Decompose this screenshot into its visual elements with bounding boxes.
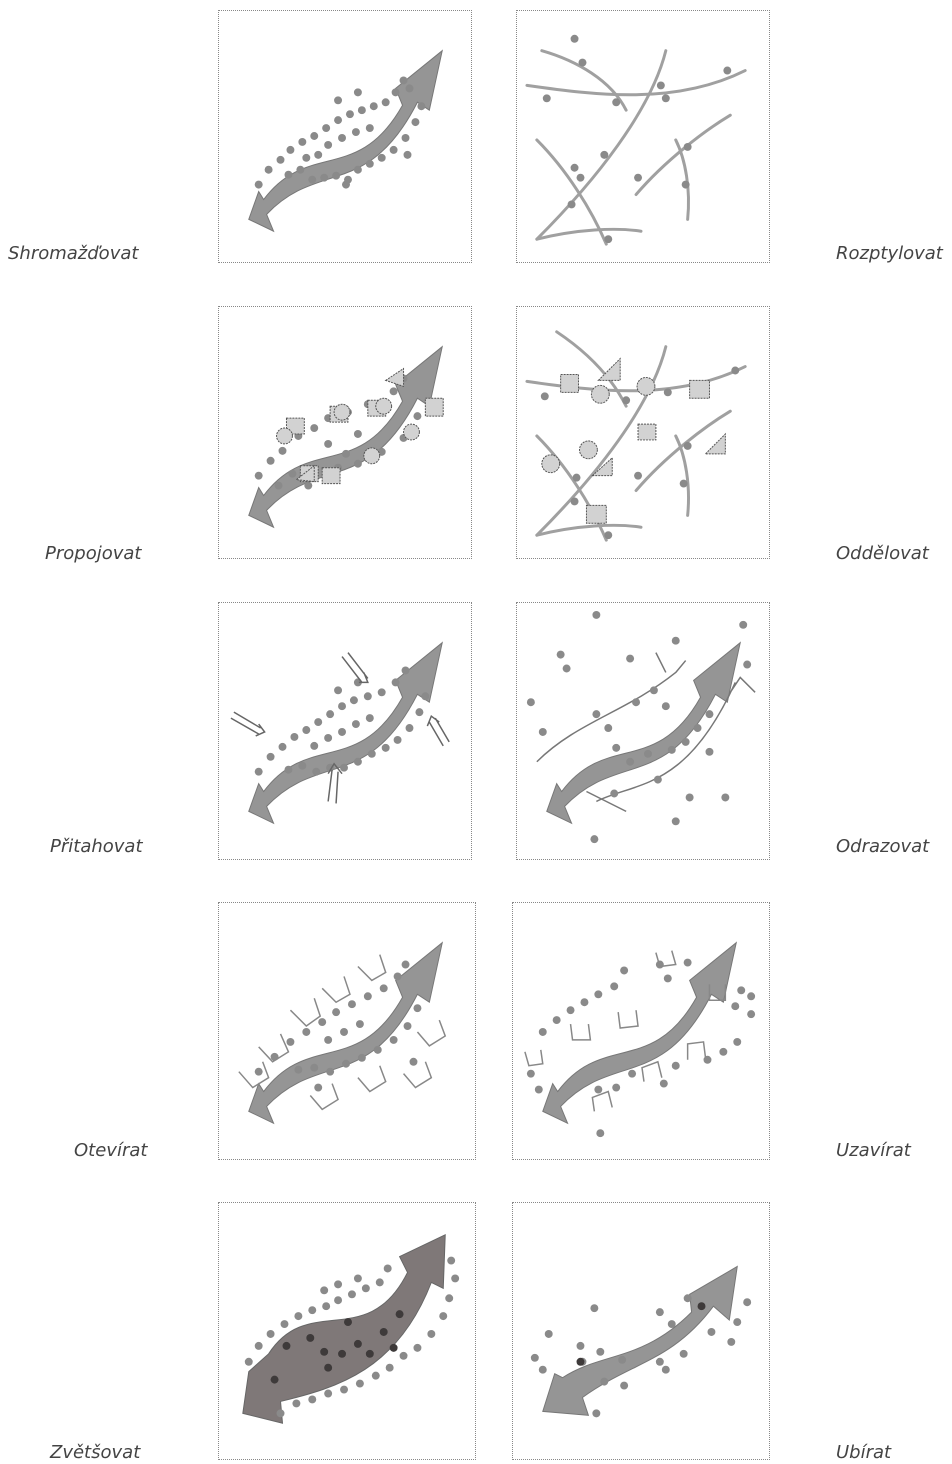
panel-open <box>218 902 476 1160</box>
panel-enlarge <box>218 1202 476 1460</box>
outer-dots <box>244 1256 460 1418</box>
label-scatter: Rozptylovat <box>836 243 943 264</box>
scatter-dots <box>540 366 740 540</box>
closed-containers <box>524 950 727 1112</box>
dot-cluster <box>254 960 422 1092</box>
open-containers <box>238 954 447 1111</box>
diagram-attract <box>230 641 450 825</box>
diagram-connect <box>248 345 444 529</box>
separated-shapes <box>541 357 726 524</box>
double-arrow <box>248 641 444 825</box>
label-attract: Přitahovat <box>50 836 143 857</box>
diagram-close <box>524 941 756 1138</box>
panel-close <box>512 902 770 1160</box>
label-open: Otevírat <box>74 1140 148 1161</box>
inner-dots <box>270 1310 404 1384</box>
dot-cluster <box>254 76 426 189</box>
label-reduce: Ubírat <box>836 1442 892 1463</box>
scatter-dots <box>542 34 732 244</box>
double-arrow <box>248 49 444 233</box>
panel-repel <box>516 602 770 860</box>
scatter-lines <box>525 49 747 246</box>
repelled-dots <box>526 610 752 844</box>
label-enlarge: Zvětšovat <box>50 1442 141 1463</box>
diagram-repel <box>526 610 756 844</box>
sparse-dots <box>530 1294 752 1418</box>
double-arrow <box>248 941 444 1125</box>
diagram-separate <box>525 330 747 542</box>
diagram-reduce <box>530 1265 752 1418</box>
diagram-scatter <box>525 34 747 246</box>
close-dots <box>526 958 756 1138</box>
panel-attract <box>218 602 472 860</box>
diagram-gather <box>248 49 444 233</box>
inner-dots <box>576 1302 706 1366</box>
double-arrow <box>542 941 738 1125</box>
label-gather: Shromažďovat <box>8 243 139 264</box>
panel-connect <box>218 306 472 559</box>
panel-reduce <box>512 1202 770 1460</box>
panel-separate <box>516 306 770 559</box>
label-connect: Propojovat <box>45 543 142 564</box>
panel-scatter <box>516 10 770 263</box>
diagram-open <box>238 941 447 1125</box>
label-close: Uzavírat <box>836 1140 911 1161</box>
diagram-enlarge <box>242 1233 460 1424</box>
mixed-shapes <box>276 367 444 485</box>
double-arrow <box>546 641 742 825</box>
wide-arrow <box>242 1233 446 1424</box>
label-separate: Oddělovat <box>836 543 929 564</box>
thin-arrow <box>542 1265 738 1416</box>
double-arrow <box>248 345 444 529</box>
scatter-lines <box>525 330 747 542</box>
panel-gather <box>218 10 472 263</box>
inward-arrows <box>230 652 450 804</box>
label-repel: Odrazovat <box>836 836 930 857</box>
